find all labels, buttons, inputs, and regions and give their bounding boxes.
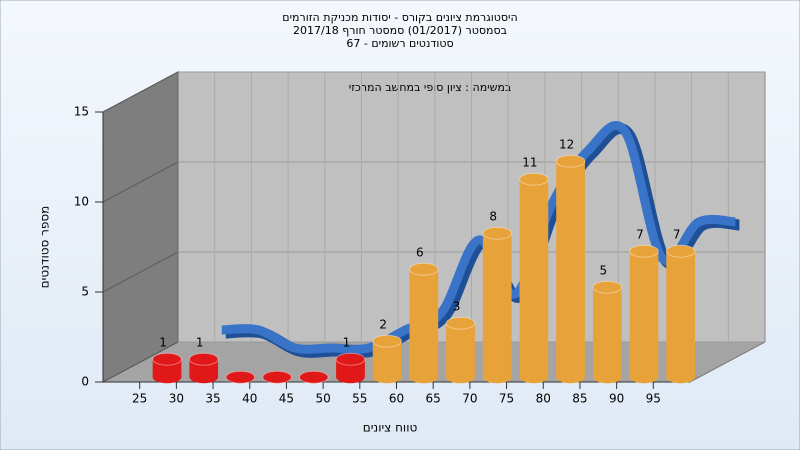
bar-shade <box>409 269 439 378</box>
x-tick-label: 55 <box>352 392 367 406</box>
bar-group <box>482 226 513 384</box>
bar-group <box>335 352 366 384</box>
title-line: בסמסטר (01/2017) סמסטר חורף 2017/18 <box>293 24 507 37</box>
y-tick-label: 5 <box>81 285 89 299</box>
y-tick-label: 10 <box>74 195 89 209</box>
x-tick-label: 85 <box>572 392 587 406</box>
y-axis-label: מספר סטודנטים <box>38 206 52 289</box>
x-tick-label: 90 <box>609 392 624 406</box>
data-label: 3 <box>453 300 461 314</box>
x-tick-label: 95 <box>646 392 661 406</box>
bar-shade <box>556 161 585 378</box>
x-tick-label: 80 <box>536 392 551 406</box>
bar-top <box>629 244 659 258</box>
bar-group <box>262 370 292 384</box>
bar-top <box>592 280 623 294</box>
bar-top <box>665 244 696 258</box>
data-label: 6 <box>416 246 424 260</box>
bar-top <box>555 154 586 168</box>
data-label: 1 <box>159 336 167 350</box>
grid-line <box>102 71 179 113</box>
grid-line <box>102 341 179 383</box>
title-line: סטודנטים רשומים - 67 <box>346 37 453 50</box>
x-axis-label: טווח ציונים <box>363 421 418 435</box>
x-tick-label: 40 <box>242 392 257 406</box>
bar-top <box>482 226 513 240</box>
bar-group <box>188 352 219 384</box>
bar-top <box>335 352 366 366</box>
grid-line <box>102 161 179 203</box>
bar-group <box>519 172 549 384</box>
data-label: 2 <box>379 318 387 332</box>
y-tick-label: 15 <box>74 105 89 119</box>
data-label: 12 <box>559 138 574 152</box>
bar-group <box>298 370 329 384</box>
bar-group <box>409 262 439 384</box>
bar-shade <box>629 251 659 378</box>
bar-top <box>519 172 549 186</box>
subtitle: במשימה : ציון סופי במחשב המרכזי <box>349 81 512 94</box>
bar-top <box>372 334 402 348</box>
bar-group <box>555 154 586 384</box>
y-tick-label: 0 <box>81 375 89 389</box>
data-label: 1 <box>343 336 351 350</box>
x-tick-label: 70 <box>462 392 477 406</box>
data-label: 1 <box>196 336 204 350</box>
bar-group <box>152 352 182 384</box>
bar-top <box>188 352 219 366</box>
x-tick-label: 60 <box>389 392 404 406</box>
title-line: היסטוגרמת ציונים בקורס - יסודות מכניקת ה… <box>282 11 517 24</box>
x-tick-label: 25 <box>132 392 147 406</box>
bar-group <box>665 244 696 384</box>
bar-top <box>445 316 476 330</box>
bar-shade <box>519 179 549 378</box>
bar-top <box>225 370 256 384</box>
x-tick-label: 50 <box>315 392 330 406</box>
bar-top <box>298 370 329 384</box>
x-tick-label: 45 <box>279 392 294 406</box>
data-label: 7 <box>673 228 681 242</box>
x-tick-label: 30 <box>169 392 184 406</box>
bar-group <box>225 370 256 384</box>
data-label: 5 <box>599 264 607 278</box>
data-label: 7 <box>636 228 644 242</box>
bar-group <box>592 280 623 384</box>
bar-top <box>262 370 292 384</box>
bar-top <box>152 352 182 366</box>
bar-shade <box>666 251 695 378</box>
data-label: 8 <box>489 210 497 224</box>
bar-shade <box>592 287 622 378</box>
grid-line <box>102 251 179 293</box>
bar-shade <box>446 323 475 378</box>
x-tick-label: 65 <box>426 392 441 406</box>
bar-group <box>445 316 476 384</box>
data-label: 11 <box>522 156 537 170</box>
bar-shade <box>482 233 512 378</box>
x-tick-label: 35 <box>205 392 220 406</box>
bar-top <box>409 262 439 276</box>
x-tick-label: 75 <box>499 392 514 406</box>
bar-group <box>629 244 659 384</box>
bar-group <box>372 334 402 384</box>
